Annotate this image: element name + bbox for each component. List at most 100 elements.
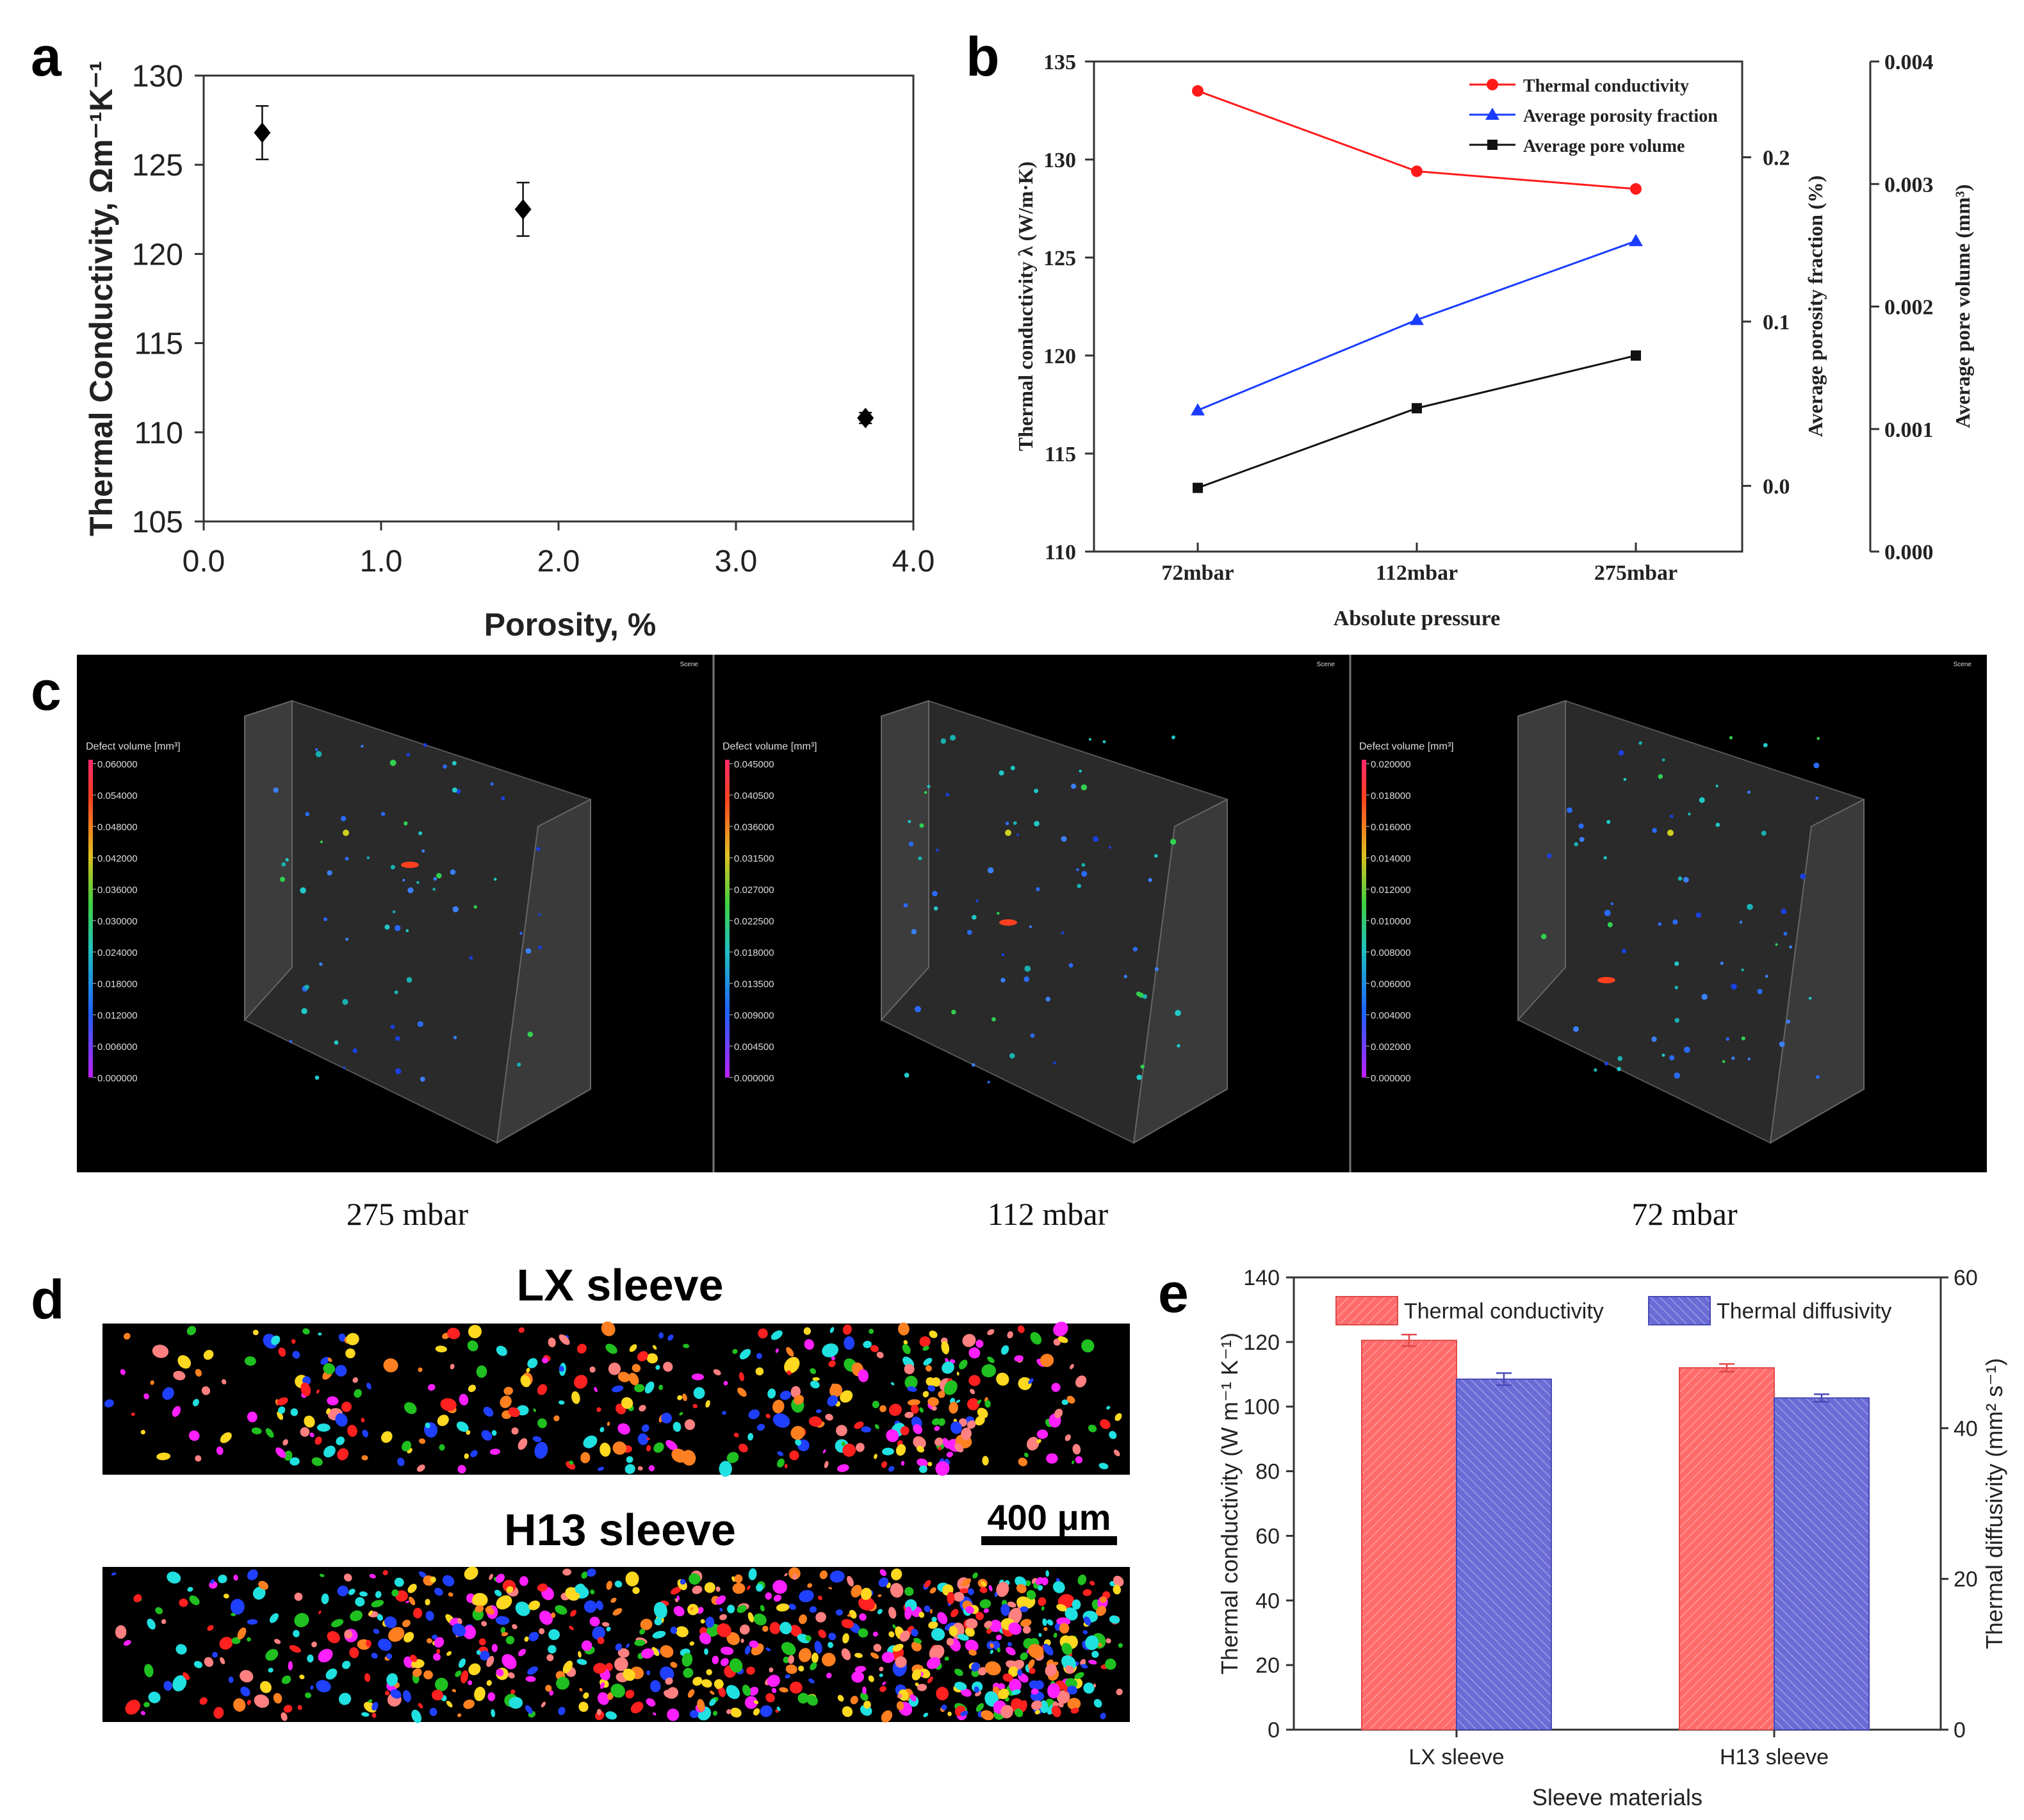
pore-particle bbox=[855, 1443, 865, 1452]
pore-particle bbox=[675, 1626, 689, 1637]
pore-particle bbox=[998, 1688, 1009, 1700]
pore-particle bbox=[1088, 1424, 1097, 1432]
pore-particle bbox=[483, 1406, 494, 1417]
pore-particle bbox=[984, 1621, 992, 1628]
pore-particle bbox=[173, 1370, 186, 1381]
pore-particle bbox=[331, 1619, 344, 1628]
pore-particle bbox=[1027, 1659, 1035, 1669]
pore-particle bbox=[986, 1628, 992, 1634]
pore-particle bbox=[216, 1447, 224, 1455]
pore-particle bbox=[803, 1327, 811, 1335]
pore-particle bbox=[326, 1408, 331, 1414]
pore-particle bbox=[237, 1627, 247, 1640]
pore-particle bbox=[706, 1669, 712, 1675]
pore-particle bbox=[386, 1653, 393, 1659]
pore-dot bbox=[1667, 830, 1674, 836]
pore-particle bbox=[327, 1357, 332, 1363]
pore-particle bbox=[290, 1457, 300, 1466]
pore-particle bbox=[437, 1414, 449, 1427]
data-point-b bbox=[1629, 234, 1643, 247]
pore-particle bbox=[486, 1680, 492, 1686]
pore-dot bbox=[1763, 742, 1768, 748]
pore-particle bbox=[881, 1652, 895, 1663]
ct-specimen-side bbox=[881, 700, 929, 1022]
x-axis-b: 72mbar 112mbar 275mbar bbox=[1161, 543, 1677, 585]
legend-label-b: Average porosity fraction bbox=[1523, 106, 1718, 126]
pore-particle bbox=[1018, 1457, 1028, 1466]
pore-dot bbox=[1808, 997, 1812, 1000]
pore-dot bbox=[1170, 839, 1177, 845]
pore-particle bbox=[812, 1377, 820, 1381]
pore-particle bbox=[489, 1573, 493, 1580]
pore-particle bbox=[131, 1413, 135, 1416]
pore-particle bbox=[799, 1589, 814, 1603]
pore-particle bbox=[221, 1379, 227, 1385]
pore-particle bbox=[345, 1348, 355, 1359]
pore-particle bbox=[528, 1632, 539, 1641]
pore-particle bbox=[548, 1629, 560, 1641]
colorbar-label: 0.000000 bbox=[97, 1073, 138, 1084]
pore-particle bbox=[826, 1673, 832, 1678]
pore-particle bbox=[719, 1461, 732, 1477]
pore-particle bbox=[628, 1372, 639, 1386]
pore-particle bbox=[120, 1369, 126, 1375]
pore-particle bbox=[607, 1422, 610, 1426]
pore-particle bbox=[944, 1656, 949, 1661]
pore-particle bbox=[1000, 1345, 1009, 1355]
pore-particle bbox=[897, 1693, 903, 1699]
pore-particle bbox=[790, 1625, 802, 1637]
pore-particle bbox=[756, 1584, 763, 1592]
pore-particle bbox=[491, 1709, 496, 1718]
pore-particle bbox=[1000, 1603, 1010, 1616]
pore-particle bbox=[954, 1682, 967, 1691]
pore-particle bbox=[162, 1387, 174, 1400]
colorbar-label: 0.008000 bbox=[1371, 947, 1411, 958]
pore-particle bbox=[835, 1425, 847, 1436]
pore-particle bbox=[1098, 1643, 1102, 1647]
pore-particle bbox=[847, 1575, 854, 1587]
h13-sleeve-title: H13 sleeve bbox=[504, 1505, 736, 1555]
pore-particle bbox=[311, 1641, 317, 1648]
colorbar-label: 0.006000 bbox=[1371, 979, 1411, 990]
pore-particle bbox=[344, 1630, 353, 1639]
pore-particle bbox=[899, 1630, 910, 1642]
y2-tick-label-e: 60 bbox=[1954, 1266, 1978, 1290]
pore-particle bbox=[510, 1689, 516, 1694]
pore-dot bbox=[1674, 1072, 1681, 1079]
pore-particle bbox=[913, 1637, 922, 1644]
pore-particle bbox=[362, 1429, 369, 1438]
pore-particle bbox=[927, 1677, 933, 1684]
pore-particle bbox=[354, 1389, 362, 1398]
pore-particle bbox=[1099, 1596, 1107, 1603]
pore-particle bbox=[489, 1448, 501, 1455]
pore-particle bbox=[868, 1675, 874, 1682]
pore-dot bbox=[1731, 983, 1737, 990]
colorbar-label: 0.010000 bbox=[1371, 916, 1411, 927]
pore-particle bbox=[275, 1447, 286, 1458]
pore-dot bbox=[323, 917, 327, 921]
pore-particle bbox=[435, 1677, 448, 1691]
pore-particle bbox=[860, 1587, 872, 1600]
pore-particle bbox=[558, 1707, 566, 1716]
pore-particle bbox=[527, 1358, 538, 1368]
pore-particle bbox=[1045, 1570, 1049, 1577]
pore-particle bbox=[207, 1625, 214, 1631]
pore-particle bbox=[1008, 1666, 1019, 1677]
pore-particle bbox=[1008, 1622, 1022, 1635]
pore-particle bbox=[828, 1632, 837, 1641]
pore-dot bbox=[1604, 1062, 1609, 1066]
pore-particle bbox=[1065, 1607, 1078, 1621]
pore-particle bbox=[984, 1400, 991, 1408]
pore-particle bbox=[854, 1666, 867, 1673]
pore-particle bbox=[204, 1657, 214, 1668]
pore-particle bbox=[941, 1704, 947, 1710]
pore-particle bbox=[919, 1407, 924, 1413]
pore-particle bbox=[283, 1705, 293, 1713]
pore-particle bbox=[648, 1465, 655, 1472]
pore-particle bbox=[935, 1461, 950, 1476]
pore-particle bbox=[1080, 1659, 1086, 1666]
pore-dot bbox=[390, 865, 396, 870]
pore-dot bbox=[301, 1008, 307, 1015]
pore-particle bbox=[212, 1652, 218, 1658]
pore-particle bbox=[670, 1586, 681, 1595]
